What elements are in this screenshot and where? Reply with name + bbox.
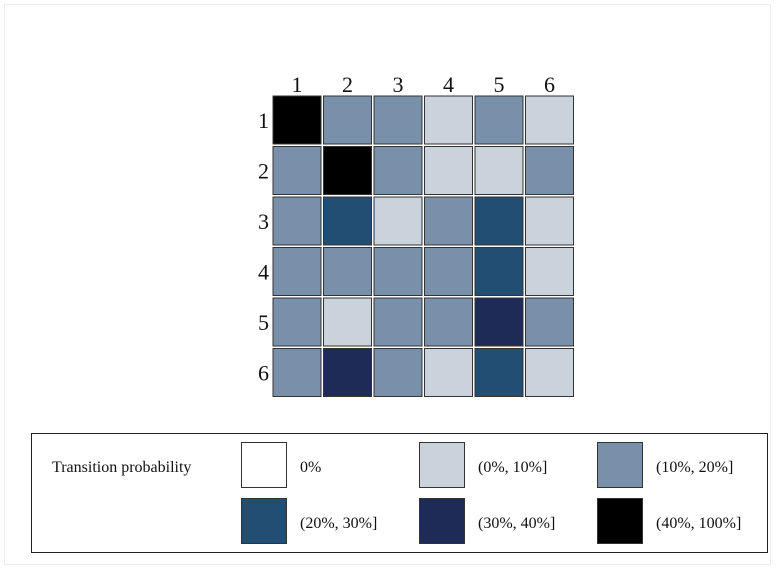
cell-r5-c5: [474, 297, 524, 347]
cell-r3-c2: [323, 196, 372, 246]
col-label-2: 2: [342, 72, 353, 97]
legend-label-3: (20%, 30%]: [300, 515, 378, 532]
legend-label-2: (10%, 20%]: [656, 459, 734, 476]
cell-r3-c4: [424, 196, 473, 246]
legend-title: Transition probability: [52, 459, 192, 476]
legend-label-0: 0%: [300, 459, 322, 476]
cell-r2-c3: [373, 146, 423, 195]
cell-r5-c4: [424, 297, 473, 347]
cell-r6-c4: [424, 348, 473, 397]
cell-r1-c6: [525, 95, 574, 145]
cell-r1-c5: [474, 95, 524, 145]
cell-r6-c5: [474, 348, 524, 397]
cell-r2-c2: [323, 146, 372, 195]
cell-r4-c4: [424, 247, 473, 296]
cell-r6-c6: [525, 348, 574, 397]
col-label-1: 1: [292, 72, 303, 97]
legend-swatch-3: [241, 498, 287, 544]
figure-frame: [4, 4, 771, 565]
cell-r6-c2: [323, 348, 372, 397]
cell-r5-c6: [525, 297, 574, 347]
cell-r1-c1: [272, 95, 322, 145]
legend-swatch-0: [241, 442, 287, 488]
cell-r2-c4: [424, 146, 473, 195]
legend-label-5: (40%, 100%]: [656, 515, 742, 532]
cell-r6-c3: [373, 348, 423, 397]
col-label-5: 5: [494, 72, 505, 97]
cell-r4-c1: [272, 247, 322, 296]
transition-heatmap: 1 2 3 4 5 6 1 2 3 4 5 6: [258, 72, 574, 397]
cell-r4-c2: [323, 247, 372, 296]
cell-r4-c5: [474, 247, 524, 296]
legend-swatch-4: [419, 498, 465, 544]
col-label-6: 6: [544, 72, 555, 97]
cell-r5-c3: [373, 297, 423, 347]
cell-r1-c3: [373, 95, 423, 145]
row-label-6: 6: [258, 361, 269, 386]
cell-r4-c6: [525, 247, 574, 296]
legend-swatch-2: [597, 442, 643, 488]
cell-r3-c5: [474, 196, 524, 246]
cell-r5-c1: [272, 297, 322, 347]
cell-r5-c2: [323, 297, 372, 347]
legend-label-4: (30%, 40%]: [478, 515, 556, 532]
row-label-4: 4: [258, 260, 269, 285]
legend-swatch-1: [419, 442, 465, 488]
cell-r2-c6: [525, 146, 574, 195]
cell-r3-c6: [525, 196, 574, 246]
cell-r3-c3: [373, 196, 423, 246]
cell-r6-c1: [272, 348, 322, 397]
cell-r1-c4: [424, 95, 473, 145]
col-label-4: 4: [443, 72, 454, 97]
legend-swatch-5: [597, 498, 643, 544]
row-label-1: 1: [258, 108, 269, 133]
cell-r2-c1: [272, 146, 322, 195]
cell-r3-c1: [272, 196, 322, 246]
cell-r1-c2: [323, 95, 372, 145]
row-label-3: 3: [258, 209, 269, 234]
legend: Transition probability 0% (0%, 10%] (10%…: [31, 433, 768, 553]
legend-label-1: (0%, 10%]: [478, 459, 548, 476]
row-label-5: 5: [258, 310, 269, 335]
cell-r4-c3: [373, 247, 423, 296]
col-label-3: 3: [393, 72, 404, 97]
cell-r2-c5: [474, 146, 524, 195]
row-label-2: 2: [258, 159, 269, 184]
